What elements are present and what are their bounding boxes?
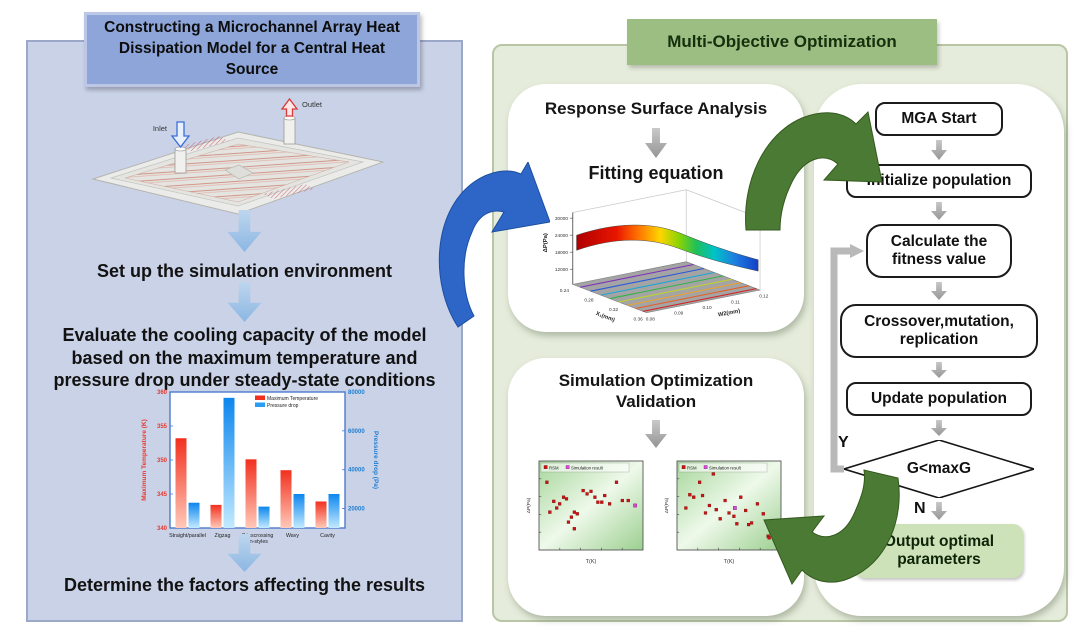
down-arrow-icon (645, 128, 667, 158)
inlet-label: Inlet (153, 124, 168, 133)
coil-hatch-bottom (263, 184, 315, 199)
svg-text:Straight/parallel: Straight/parallel (169, 533, 206, 539)
node-update-population: Update population (846, 382, 1032, 416)
svg-text:0.28: 0.28 (584, 297, 594, 303)
down-arrow-icon (227, 282, 262, 322)
svg-text:0.09: 0.09 (674, 311, 684, 317)
svg-text:Pressure drop (Pa): Pressure drop (Pa) (372, 431, 379, 489)
svg-text:355: 355 (157, 424, 168, 430)
validation-heading: Simulation Optimization Validation (558, 371, 754, 412)
left-panel-title: Constructing a Microchannel Array Heat D… (84, 12, 420, 87)
svg-text:0.10: 0.10 (702, 305, 712, 311)
svg-text:0.24: 0.24 (560, 288, 570, 294)
svg-text:40000: 40000 (348, 468, 365, 474)
loop-arrow (830, 244, 864, 473)
decision-label: G<maxG (906, 460, 972, 477)
yes-label: Y (838, 434, 849, 451)
inlet-tube (174, 148, 187, 174)
svg-text:ΔP(Pa): ΔP(Pa) (664, 497, 670, 513)
node-calculate-fitness: Calculate the fitness value (866, 224, 1012, 278)
svg-text:18000: 18000 (555, 250, 568, 256)
svg-text:20000: 20000 (348, 507, 365, 513)
svg-text:0.32: 0.32 (609, 307, 619, 313)
svg-text:360: 360 (157, 390, 168, 396)
svg-text:Maximum Temperature (K): Maximum Temperature (K) (141, 419, 148, 501)
svg-text:ΔP(Pa): ΔP(Pa) (526, 497, 532, 513)
svg-text:0.12: 0.12 (759, 294, 769, 300)
svg-text:ΔP(Pa): ΔP(Pa) (543, 233, 549, 252)
svg-text:Simulation result: Simulation result (709, 465, 742, 470)
svg-text:W2(mm): W2(mm) (718, 308, 741, 318)
svg-text:0.08: 0.08 (646, 316, 656, 322)
svg-text:340: 340 (157, 526, 168, 532)
svg-text:Simulation result: Simulation result (571, 465, 604, 470)
svg-text:T(K): T(K) (724, 559, 735, 565)
step-text-setup: Set up the simulation environment (96, 261, 393, 281)
right-panel-title: Multi-Objective Optimization (627, 19, 937, 65)
cooling-bar-chart: 340 345 350 355 360 20000 40000 60000 80000 Strai… (141, 390, 379, 545)
down-arrow-icon (645, 420, 667, 448)
validation-scatter-right: RSM Simulation result T(K) ΔP(Pa) (664, 460, 782, 565)
svg-text:Wavy: Wavy (286, 533, 299, 539)
svg-text:12000: 12000 (555, 267, 568, 273)
svg-text:Maximum Temperature: Maximum Temperature (267, 396, 318, 402)
svg-text:Pressure drop: Pressure drop (267, 403, 299, 409)
svg-text:T(K): T(K) (586, 559, 597, 565)
svg-text:RSM: RSM (549, 465, 559, 470)
microchannel-figure: Inlet Outlet (91, 97, 385, 215)
big-blue-arrow-icon (438, 162, 550, 328)
node-mga-start: MGA Start (875, 102, 1003, 136)
svg-text:350: 350 (157, 458, 168, 464)
big-green-arrow-top-icon (745, 110, 883, 231)
response-heading: Response Surface Analysis (544, 99, 768, 118)
svg-text:60000: 60000 (348, 429, 365, 435)
svg-text:24000: 24000 (555, 233, 568, 239)
step-text-evaluate: Evaluate the cooling capacity of the mod… (53, 325, 436, 390)
outlet-arrow-icon (280, 97, 299, 117)
svg-text:0.11: 0.11 (731, 299, 740, 305)
svg-text:Cavity: Cavity (320, 533, 335, 539)
big-green-arrow-bottom-icon (763, 469, 900, 586)
svg-text:345: 345 (157, 492, 168, 498)
validation-scatter-left: RSM Simulation result T(K) ΔP(Pa) (526, 460, 644, 565)
node-crossover-mutation: Crossover,mutation, replication (840, 304, 1038, 358)
step-text-determine: Determine the factors affecting the resu… (63, 575, 426, 595)
heat-source-square (224, 164, 254, 180)
coil-hatch-top (181, 136, 229, 151)
svg-text:80000: 80000 (348, 390, 365, 396)
fitting-equation-label: Fitting equation (588, 163, 724, 183)
outlet-label: Outlet (302, 100, 323, 109)
validation-box: Simulation Optimization Validation RSM Si… (508, 358, 804, 616)
svg-text:30000: 30000 (555, 216, 568, 222)
svg-text:Crisscrossing: Crisscrossing (242, 533, 274, 539)
left-panel: Inlet Outlet Set up the simulation envir… (26, 40, 463, 622)
svg-text:fin-styles: fin-styles (247, 539, 268, 545)
response-surface-plot: 30000 24000 18000 12000 ΔP(Pa) 0.24 0.28 0.32 0.… (543, 189, 769, 324)
inlet-arrow-icon (170, 121, 191, 149)
svg-text:Zigzag: Zigzag (215, 533, 231, 539)
outlet-tube (283, 117, 296, 145)
svg-text:0.36: 0.36 (634, 316, 644, 322)
svg-text:RSM: RSM (687, 465, 697, 470)
no-label: N (914, 500, 926, 517)
